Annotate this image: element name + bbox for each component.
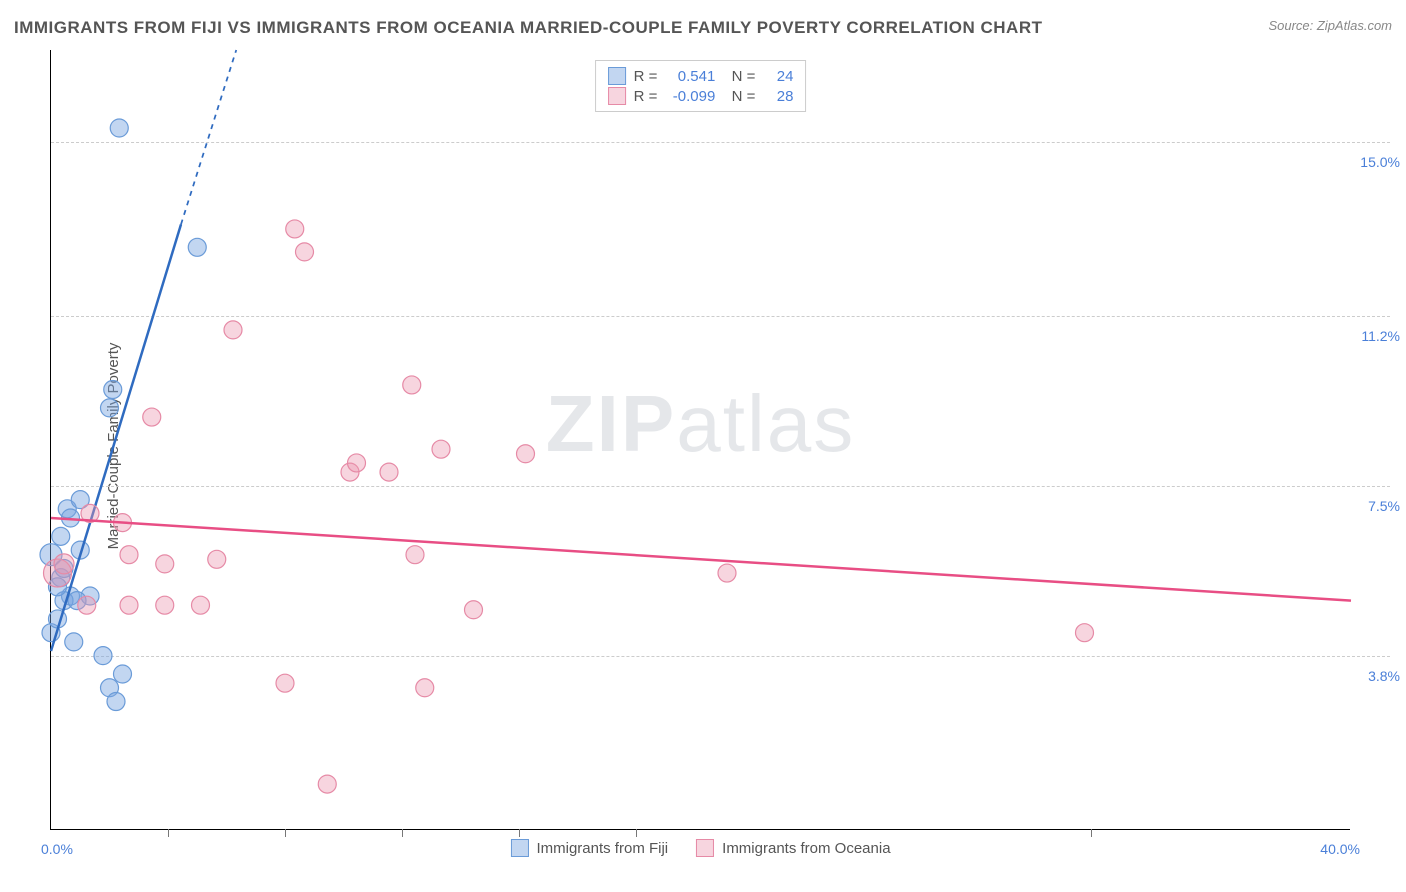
data-point: [120, 546, 138, 564]
legend-series-label: Immigrants from Fiji: [536, 840, 668, 857]
data-point: [156, 596, 174, 614]
data-point: [1076, 624, 1094, 642]
data-point: [286, 220, 304, 238]
legend-correlation: R = 0.541 N = 24 R = -0.099 N = 28: [595, 60, 807, 112]
legend-n-label: N =: [723, 68, 755, 85]
trend-line: [51, 518, 1351, 601]
data-point: [114, 665, 132, 683]
data-point: [104, 381, 122, 399]
data-point: [380, 463, 398, 481]
data-point: [432, 440, 450, 458]
data-point: [52, 527, 70, 545]
x-tick: [636, 829, 637, 837]
legend-r-value: -0.099: [665, 88, 715, 105]
legend-swatch: [696, 839, 714, 857]
legend-n-value: 24: [763, 68, 793, 85]
x-tick: [168, 829, 169, 837]
x-tick: [519, 829, 520, 837]
data-point: [188, 238, 206, 256]
x-min-label: 0.0%: [41, 841, 73, 857]
legend-r-label: R =: [634, 88, 658, 105]
x-tick: [1091, 829, 1092, 837]
legend-series: Immigrants from Fiji Immigrants from Ocea…: [510, 839, 890, 857]
data-point: [208, 550, 226, 568]
legend-swatch: [608, 87, 626, 105]
data-point: [348, 454, 366, 472]
data-point: [276, 674, 294, 692]
data-point: [156, 555, 174, 573]
legend-r-label: R =: [634, 68, 658, 85]
data-point: [517, 445, 535, 463]
data-point: [94, 647, 112, 665]
legend-swatch: [608, 67, 626, 85]
chart-title: IMMIGRANTS FROM FIJI VS IMMIGRANTS FROM …: [14, 18, 1042, 38]
scatter-layer: [51, 50, 1350, 829]
data-point: [465, 601, 483, 619]
legend-n-label: N =: [723, 88, 755, 105]
data-point: [403, 376, 421, 394]
source-credit: Source: ZipAtlas.com: [1268, 18, 1392, 33]
data-point: [318, 775, 336, 793]
legend-swatch: [510, 839, 528, 857]
data-point: [192, 596, 210, 614]
data-point: [65, 633, 83, 651]
data-point: [718, 564, 736, 582]
data-point: [406, 546, 424, 564]
legend-r-value: 0.541: [665, 68, 715, 85]
data-point: [107, 693, 125, 711]
legend-n-value: 28: [763, 88, 793, 105]
data-point: [78, 596, 96, 614]
x-tick: [402, 829, 403, 837]
legend-correlation-row: R = -0.099 N = 28: [608, 86, 794, 106]
trend-line-dashed: [181, 50, 236, 224]
legend-correlation-row: R = 0.541 N = 24: [608, 66, 794, 86]
legend-series-item: Immigrants from Fiji: [510, 839, 668, 857]
data-point: [296, 243, 314, 261]
x-max-label: 40.0%: [1320, 841, 1360, 857]
plot-area: ZIPatlas 3.8%7.5%11.2%15.0% R =0.541 N =…: [50, 50, 1350, 830]
data-point: [143, 408, 161, 426]
legend-series-item: Immigrants from Oceania: [696, 839, 890, 857]
data-point: [54, 554, 74, 574]
data-point: [110, 119, 128, 137]
data-point: [416, 679, 434, 697]
legend-series-label: Immigrants from Oceania: [722, 840, 890, 857]
x-tick: [285, 829, 286, 837]
trend-line: [51, 224, 181, 651]
data-point: [120, 596, 138, 614]
data-point: [224, 321, 242, 339]
data-point: [101, 399, 119, 417]
